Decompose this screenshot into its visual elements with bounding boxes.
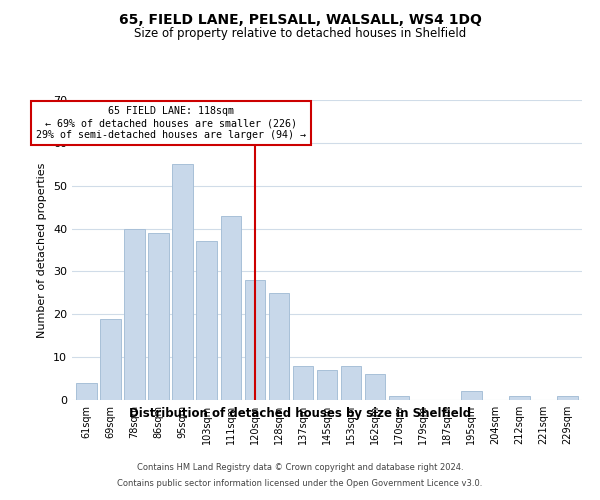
- Bar: [557, 396, 578, 400]
- Bar: [100, 318, 121, 400]
- Bar: [317, 370, 337, 400]
- Text: Contains HM Land Registry data © Crown copyright and database right 2024.: Contains HM Land Registry data © Crown c…: [137, 464, 463, 472]
- Bar: [124, 228, 145, 400]
- Bar: [196, 242, 217, 400]
- Bar: [148, 233, 169, 400]
- Bar: [76, 383, 97, 400]
- Bar: [389, 396, 409, 400]
- Bar: [293, 366, 313, 400]
- Bar: [509, 396, 530, 400]
- Text: 65, FIELD LANE, PELSALL, WALSALL, WS4 1DQ: 65, FIELD LANE, PELSALL, WALSALL, WS4 1D…: [119, 12, 481, 26]
- Bar: [221, 216, 241, 400]
- Bar: [245, 280, 265, 400]
- Text: Contains public sector information licensed under the Open Government Licence v3: Contains public sector information licen…: [118, 478, 482, 488]
- Bar: [172, 164, 193, 400]
- Bar: [341, 366, 361, 400]
- Bar: [461, 392, 482, 400]
- Text: Distribution of detached houses by size in Shelfield: Distribution of detached houses by size …: [129, 408, 471, 420]
- Y-axis label: Number of detached properties: Number of detached properties: [37, 162, 47, 338]
- Bar: [365, 374, 385, 400]
- Bar: [269, 293, 289, 400]
- Text: Size of property relative to detached houses in Shelfield: Size of property relative to detached ho…: [134, 28, 466, 40]
- Text: 65 FIELD LANE: 118sqm
← 69% of detached houses are smaller (226)
29% of semi-det: 65 FIELD LANE: 118sqm ← 69% of detached …: [35, 106, 305, 140]
